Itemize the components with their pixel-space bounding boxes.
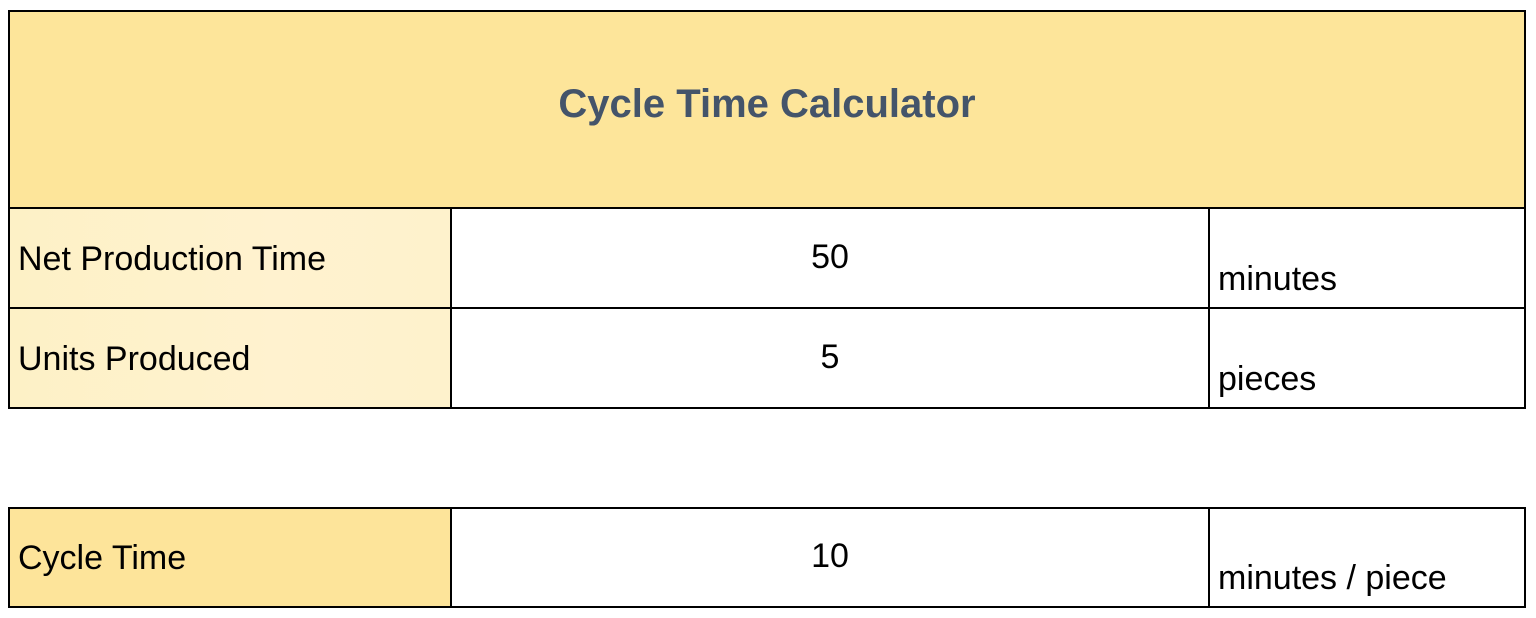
input-row-net-production-time: Net Production Time 50 minutes	[8, 209, 1526, 309]
units-produced-unit-cell: pieces	[1208, 309, 1524, 407]
cycle-time-unit: minutes / piece	[1218, 559, 1447, 597]
units-produced-value[interactable]: 5	[820, 337, 840, 376]
cycle-time-label-cell: Cycle Time	[10, 509, 450, 606]
units-produced-label-cell: Units Produced	[10, 309, 450, 407]
cycle-time-value-cell: 10	[450, 509, 1208, 606]
net-production-time-value-cell[interactable]: 50	[450, 209, 1208, 307]
units-produced-label: Units Produced	[18, 339, 251, 378]
net-production-time-unit: minutes	[1218, 260, 1338, 298]
units-produced-value-cell[interactable]: 5	[450, 309, 1208, 407]
page-title: Cycle Time Calculator	[558, 82, 976, 126]
input-row-units-produced: Units Produced 5 pieces	[8, 309, 1526, 409]
cycle-time-label: Cycle Time	[18, 539, 187, 577]
units-produced-unit: pieces	[1218, 360, 1317, 398]
net-production-time-label: Net Production Time	[18, 239, 327, 278]
cycle-time-value: 10	[811, 537, 849, 575]
net-production-time-label-cell: Net Production Time	[10, 209, 450, 307]
net-production-time-unit-cell: minutes	[1208, 209, 1524, 307]
net-production-time-value[interactable]: 50	[811, 237, 849, 276]
result-row-cycle-time: Cycle Time 10 minutes / piece	[8, 507, 1526, 608]
cycle-time-unit-cell: minutes / piece	[1208, 509, 1524, 606]
calculator-header: Cycle Time Calculator	[8, 10, 1526, 209]
